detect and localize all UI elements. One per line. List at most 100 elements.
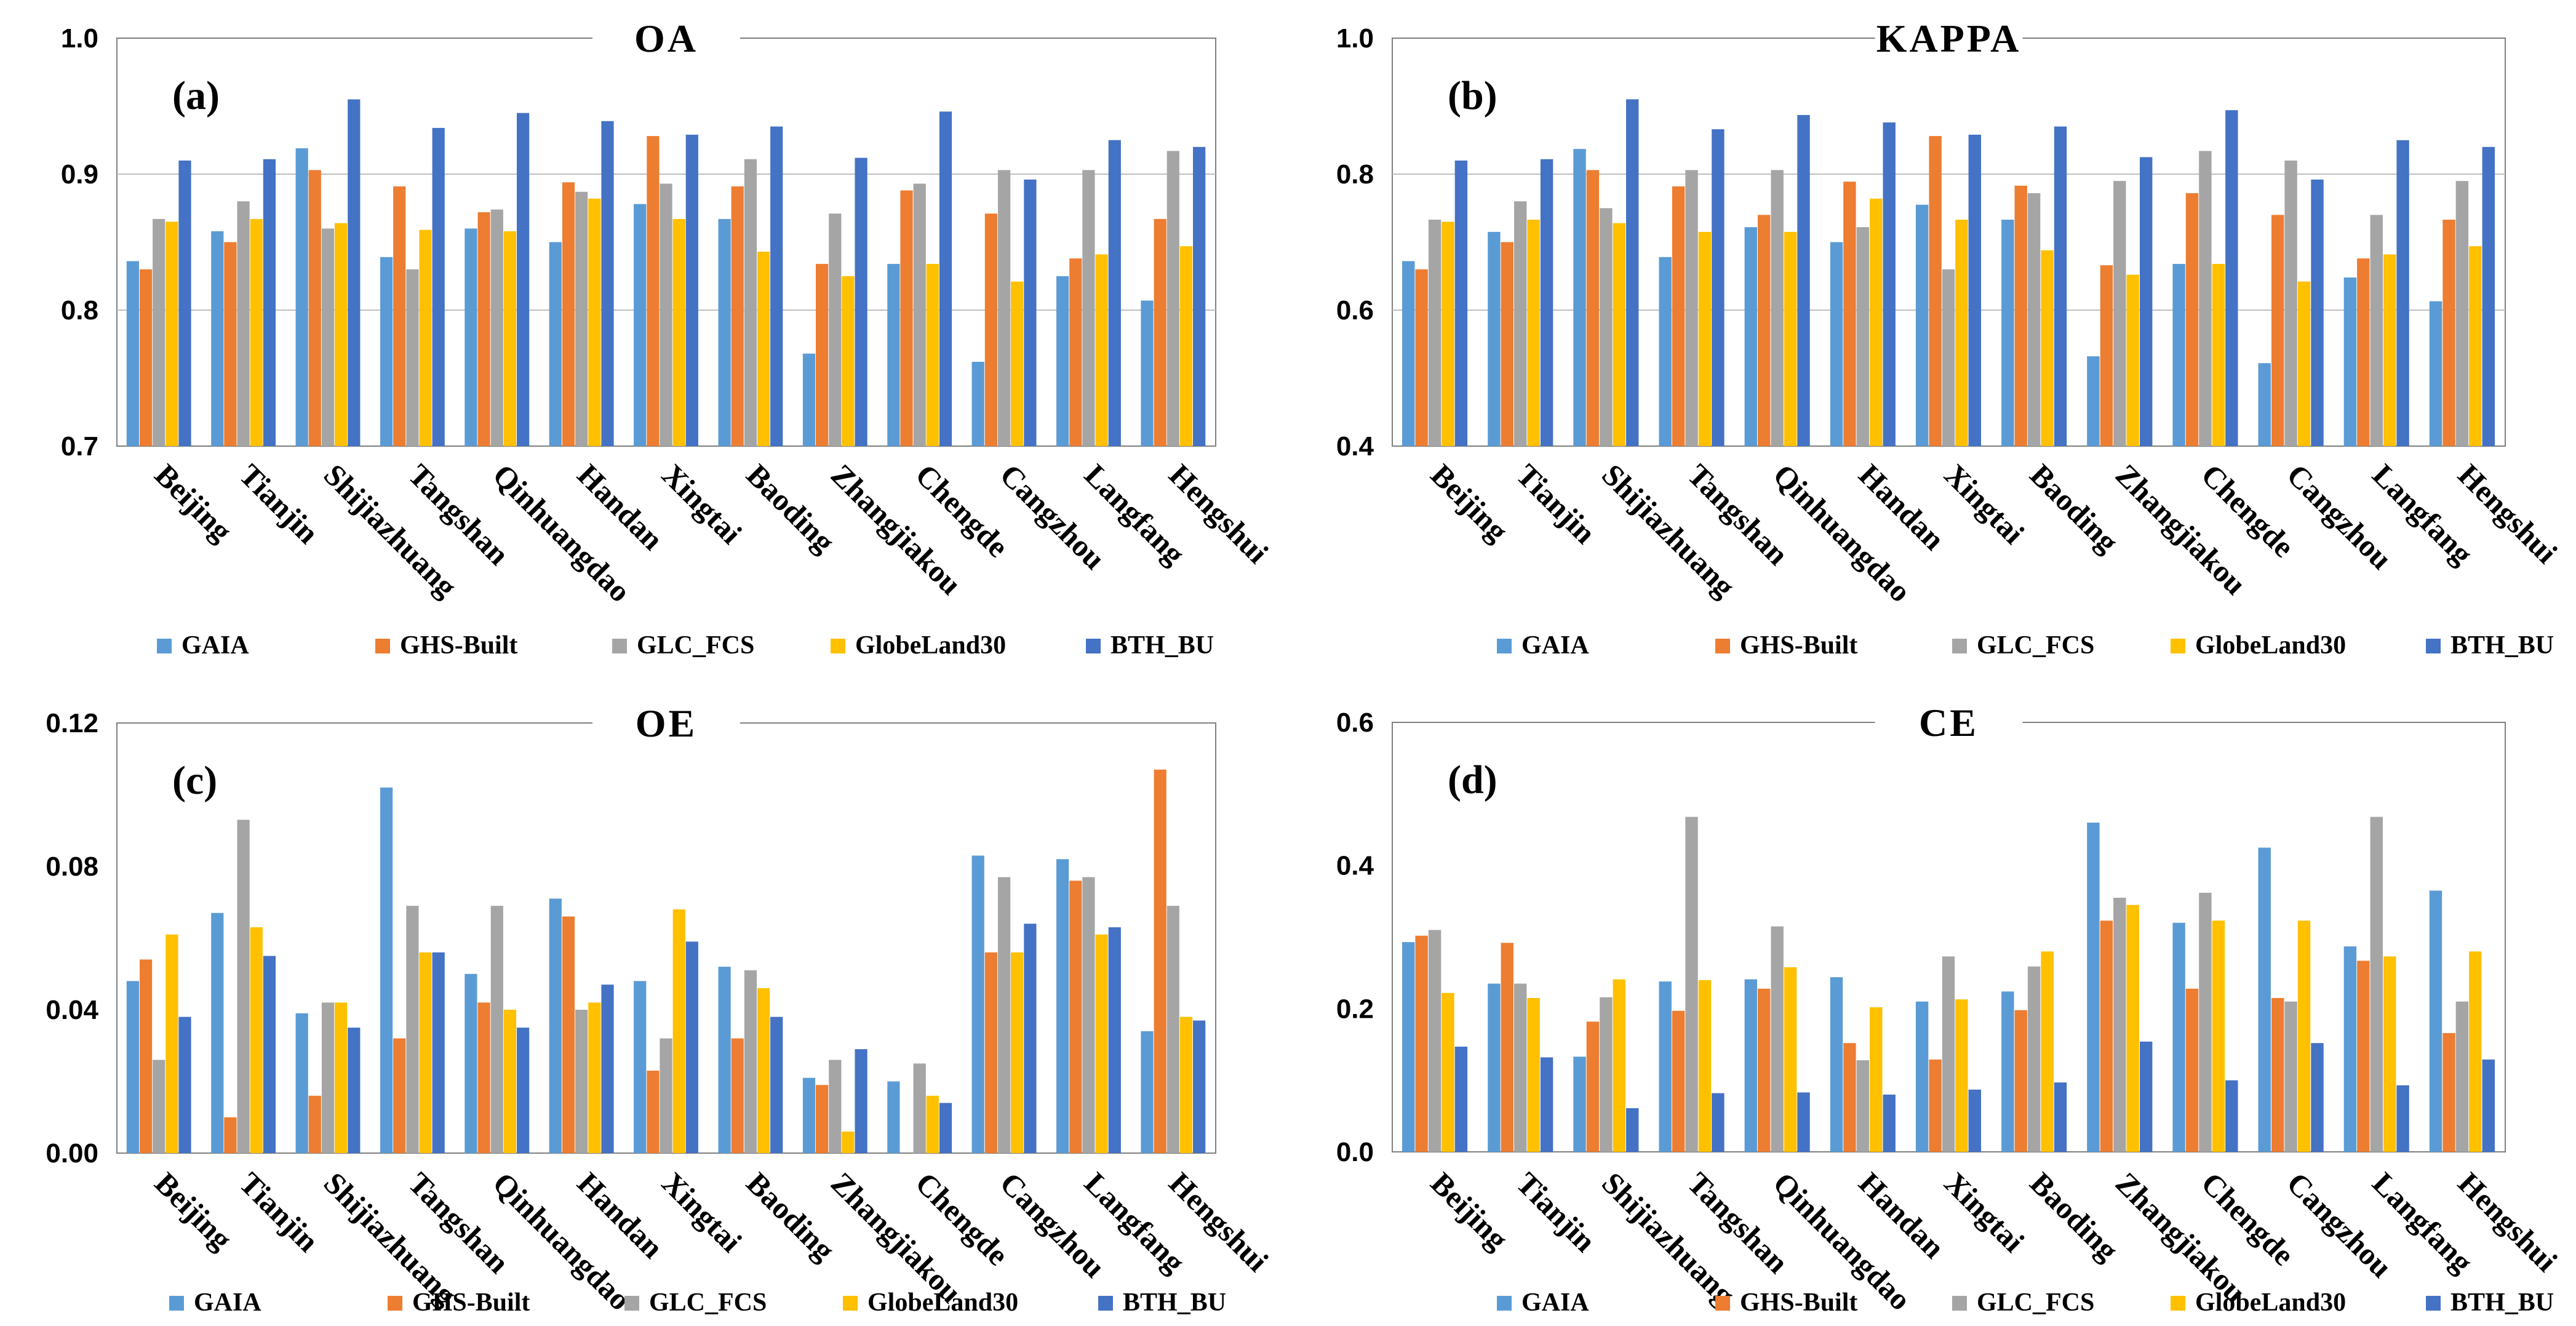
bar-gaia-hengshui bbox=[1141, 1031, 1154, 1153]
x-tick-label: Xingtai bbox=[1938, 1165, 2032, 1259]
bar-glc-fcs-baoding bbox=[744, 970, 757, 1153]
x-tick-label: Beijing bbox=[1424, 457, 1515, 548]
bar-gaia-beijing bbox=[1402, 261, 1415, 446]
bar-ghs-built-baoding bbox=[2014, 1010, 2027, 1152]
bar-gaia-beijing bbox=[1402, 942, 1415, 1152]
x-tick-label: Tianjin bbox=[1510, 1165, 1603, 1258]
bar-globeland30-cangzhou bbox=[2297, 921, 2311, 1152]
bar-ghs-built-chengde bbox=[2185, 193, 2199, 446]
bar-bth-bu-baoding bbox=[2054, 1082, 2067, 1152]
bar-bth-bu-tianjin bbox=[1540, 159, 1553, 446]
bar-gaia-baoding bbox=[2001, 220, 2014, 446]
bar-gaia-zhangjiakou bbox=[2087, 822, 2100, 1152]
bar-gaia-qinhuangdao bbox=[465, 973, 477, 1154]
bar-bth-bu-cangzhou bbox=[1024, 179, 1037, 446]
bar-globeland30-baoding bbox=[2041, 250, 2054, 446]
bar-ghs-built-shijiazhuang bbox=[308, 1095, 321, 1153]
bar-bth-bu-qinhuangdao bbox=[1797, 1092, 1810, 1152]
bar-ghs-built-xingtai bbox=[647, 1071, 660, 1153]
bar-glc-fcs-beijing bbox=[153, 218, 165, 446]
bar-glc-fcs-beijing bbox=[153, 1060, 165, 1153]
bar-glc-fcs-tangshan bbox=[1685, 817, 1698, 1152]
x-tick-label: Xingtai bbox=[1938, 457, 2032, 551]
bar-bth-bu-hengshui bbox=[1193, 1020, 1206, 1153]
x-tick-label: Tianjin bbox=[1510, 457, 1603, 550]
bar-globeland30-tangshan bbox=[1698, 980, 1712, 1152]
bar-ghs-built-handan bbox=[1843, 1043, 1856, 1152]
y-tick-label: 0.08 bbox=[46, 852, 98, 882]
bar-glc-fcs-zhangjiakou bbox=[829, 214, 842, 446]
bar-bth-bu-xingtai bbox=[1968, 134, 1981, 446]
panel-label: (a) bbox=[172, 73, 220, 118]
bar-glc-fcs-langfang bbox=[1082, 877, 1095, 1153]
bar-bth-bu-zhangjiakou bbox=[2140, 157, 2153, 446]
legend-swatch bbox=[2426, 1296, 2441, 1311]
bar-gaia-handan bbox=[549, 898, 562, 1153]
bar-ghs-built-handan bbox=[562, 182, 575, 446]
bar-glc-fcs-handan bbox=[1856, 1060, 1869, 1152]
bar-gaia-tianjin bbox=[211, 913, 224, 1153]
y-tick-label: 0.00 bbox=[46, 1138, 98, 1168]
bar-gaia-xingtai bbox=[1915, 1001, 1929, 1152]
bar-bth-bu-tangshan bbox=[432, 127, 445, 446]
bar-ghs-built-cangzhou bbox=[984, 214, 997, 446]
bar-ghs-built-shijiazhuang bbox=[1586, 1021, 1600, 1152]
x-tick-label: Tianjin bbox=[233, 457, 325, 550]
bar-globeland30-shijiazhuang bbox=[1613, 979, 1625, 1152]
bar-glc-fcs-shijiazhuang bbox=[321, 228, 335, 446]
bar-bth-bu-zhangjiakou bbox=[2140, 1041, 2153, 1152]
bar-ghs-built-zhangjiakou bbox=[2100, 265, 2113, 446]
legend-swatch bbox=[2171, 1296, 2185, 1311]
chart-svg: 0.40.60.81.0BeijingTianjinShijiazhuangTa… bbox=[1336, 15, 2564, 660]
bar-ghs-built-tianjin bbox=[224, 242, 237, 446]
bar-globeland30-xingtai bbox=[1955, 999, 1968, 1152]
bar-ghs-built-zhangjiakou bbox=[2100, 921, 2113, 1152]
bar-bth-bu-zhangjiakou bbox=[855, 1049, 867, 1153]
bar-gaia-langfang bbox=[1056, 859, 1069, 1153]
bar-globeland30-beijing bbox=[165, 934, 178, 1153]
bar-bth-bu-chengde bbox=[2225, 110, 2238, 447]
bar-glc-fcs-langfang bbox=[1082, 170, 1095, 446]
bar-glc-fcs-tianjin bbox=[1514, 983, 1527, 1152]
chart-panel-oe: 0.00 0.04 0.08 0.12 Beijing Tianjin Shijiazhua… bbox=[0, 663, 1288, 1326]
bar-gaia-beijing bbox=[126, 981, 139, 1153]
bar-gaia-xingtai bbox=[634, 981, 647, 1153]
bar-gaia-baoding bbox=[718, 967, 731, 1153]
bar-ghs-built-beijing bbox=[140, 269, 153, 446]
bar-ghs-built-shijiazhuang bbox=[308, 170, 321, 446]
legend-swatch bbox=[1715, 639, 1730, 653]
bar-globeland30-langfang bbox=[2383, 956, 2396, 1152]
bar-glc-fcs-beijing bbox=[1428, 930, 1442, 1152]
legend-label: BTH_BU bbox=[2450, 1288, 2554, 1317]
bar-globeland30-xingtai bbox=[672, 218, 685, 446]
title-background bbox=[592, 15, 740, 62]
bar-ghs-built-baoding bbox=[731, 186, 744, 446]
bar-globeland30-langfang bbox=[1095, 934, 1108, 1153]
legend-swatch bbox=[375, 639, 390, 653]
bar-globeland30-hengshui bbox=[2469, 246, 2482, 446]
bar-bth-bu-tianjin bbox=[263, 956, 276, 1153]
legend-swatch bbox=[843, 1296, 858, 1311]
bar-glc-fcs-chengde bbox=[2199, 151, 2212, 446]
legend-label: GLC_FCS bbox=[1977, 631, 2094, 660]
bar-gaia-tianjin bbox=[1488, 983, 1501, 1152]
bar-glc-fcs-tangshan bbox=[406, 269, 419, 446]
title-background bbox=[1875, 15, 2023, 62]
bar-globeland30-handan bbox=[1870, 198, 1883, 446]
bar-globeland30-beijing bbox=[1442, 222, 1454, 446]
bar-gaia-shijiazhuang bbox=[1573, 1056, 1586, 1152]
bar-glc-fcs-shijiazhuang bbox=[1600, 997, 1613, 1152]
panel-label: (b) bbox=[1448, 73, 1497, 118]
chart-panel-kappa: 0.4 0.6 0.8 1.0 Beijing Tianjin Shijiazhuang Ta… bbox=[1288, 0, 2576, 663]
bar-ghs-built-baoding bbox=[2014, 185, 2027, 446]
chart-panel-ce: 0.0 0.2 0.4 0.6 Beijing Tianjin Shijiazhuang Ta… bbox=[1288, 663, 2576, 1326]
bar-ghs-built-zhangjiakou bbox=[816, 1085, 829, 1153]
bar-bth-bu-shijiazhuang bbox=[1626, 1108, 1639, 1152]
bar-ghs-built-tianjin bbox=[1501, 943, 1513, 1152]
bar-ghs-built-tangshan bbox=[1672, 186, 1685, 446]
bar-globeland30-tianjin bbox=[250, 927, 263, 1153]
legend-label: BTH_BU bbox=[1123, 1288, 1226, 1317]
bar-gaia-hengshui bbox=[1141, 300, 1154, 446]
bar-glc-fcs-cangzhou bbox=[998, 170, 1011, 446]
bar-glc-fcs-chengde bbox=[2199, 892, 2212, 1152]
